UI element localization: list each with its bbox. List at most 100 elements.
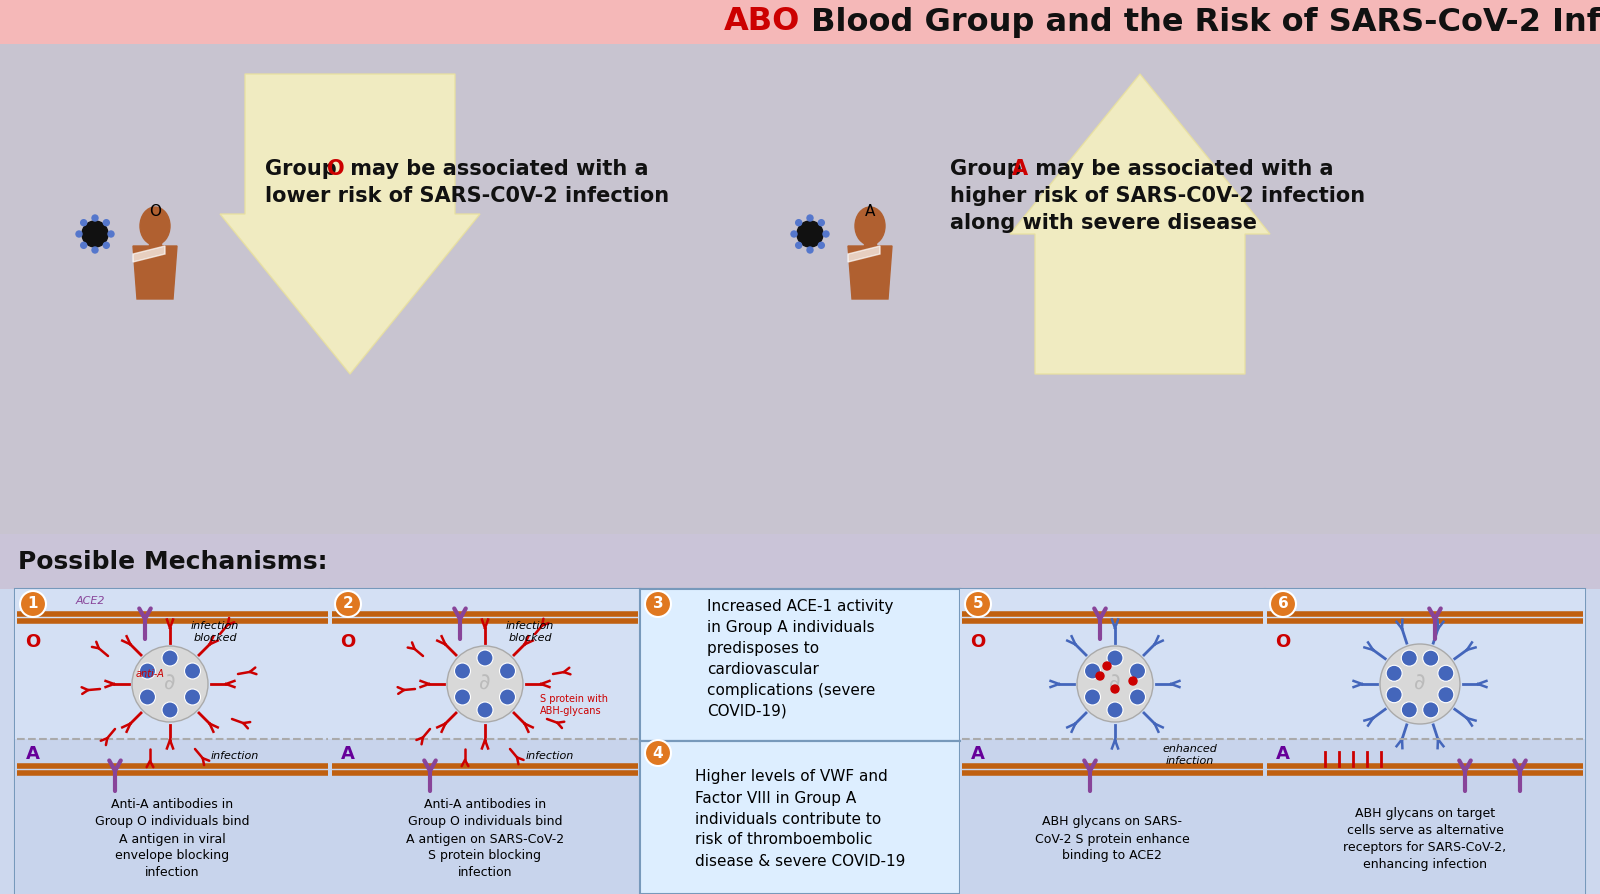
Text: blocked: blocked	[509, 633, 552, 643]
Text: ∂: ∂	[480, 674, 491, 694]
Circle shape	[1402, 650, 1418, 666]
Circle shape	[795, 242, 802, 249]
Text: ABH glycans on target
cells serve as alternative
receptors for SARS-CoV-2,
enhan: ABH glycans on target cells serve as alt…	[1344, 807, 1507, 871]
Text: 2: 2	[342, 596, 354, 611]
Text: ABH-glycans: ABH-glycans	[541, 706, 602, 716]
Circle shape	[334, 591, 362, 617]
Circle shape	[499, 663, 515, 679]
Text: Blood Group and the Risk of SARS-CoV-2 Infection and Disease Severity: Blood Group and the Risk of SARS-CoV-2 I…	[800, 6, 1600, 38]
Circle shape	[104, 220, 109, 225]
Bar	[14, 589, 330, 894]
Bar	[14, 589, 330, 739]
Bar	[0, 44, 1600, 589]
Text: A: A	[341, 745, 355, 763]
Circle shape	[1077, 646, 1154, 722]
Circle shape	[162, 702, 178, 718]
Circle shape	[1102, 662, 1110, 670]
Bar	[14, 739, 330, 894]
Circle shape	[1085, 689, 1101, 705]
Circle shape	[162, 650, 178, 666]
Circle shape	[965, 591, 990, 617]
Bar	[640, 589, 960, 894]
Circle shape	[1107, 702, 1123, 718]
Circle shape	[790, 231, 797, 237]
Bar	[640, 589, 960, 741]
Circle shape	[1085, 663, 1101, 679]
Text: 4: 4	[653, 746, 664, 761]
Circle shape	[184, 663, 200, 679]
Circle shape	[82, 221, 109, 247]
Text: infection: infection	[506, 621, 554, 631]
Text: 1: 1	[27, 596, 38, 611]
Text: 5: 5	[973, 596, 984, 611]
Text: ∂: ∂	[165, 674, 176, 694]
Bar	[330, 739, 640, 894]
Bar	[149, 226, 162, 246]
Text: blocked: blocked	[194, 633, 237, 643]
Text: A: A	[1277, 745, 1290, 763]
Polygon shape	[848, 246, 893, 299]
Circle shape	[822, 231, 829, 237]
Text: infection: infection	[211, 751, 259, 761]
Text: ACE2: ACE2	[75, 596, 104, 606]
Circle shape	[1107, 650, 1123, 666]
Text: O: O	[26, 633, 40, 651]
Text: along with severe disease: along with severe disease	[950, 213, 1258, 233]
Bar	[1266, 589, 1586, 894]
Circle shape	[104, 242, 109, 249]
Polygon shape	[848, 246, 880, 262]
Polygon shape	[133, 246, 178, 299]
Circle shape	[645, 591, 670, 617]
Text: A: A	[1013, 159, 1029, 179]
Circle shape	[1386, 687, 1402, 703]
Circle shape	[806, 215, 813, 221]
Circle shape	[1110, 685, 1118, 693]
Ellipse shape	[854, 207, 885, 245]
Circle shape	[454, 689, 470, 705]
Text: O: O	[326, 159, 344, 179]
Polygon shape	[133, 246, 165, 262]
Text: A: A	[866, 205, 875, 220]
Circle shape	[77, 231, 82, 237]
Bar	[864, 226, 877, 246]
Text: ∂: ∂	[1109, 674, 1120, 694]
Circle shape	[1438, 687, 1454, 703]
Text: Increased ACE-1 activity
in Group A individuals
predisposes to
cardiovascular
co: Increased ACE-1 activity in Group A indi…	[707, 599, 893, 719]
Ellipse shape	[141, 207, 170, 245]
Text: infection: infection	[526, 751, 574, 761]
Text: anti-A: anti-A	[136, 669, 165, 679]
Text: ABO: ABO	[723, 6, 800, 38]
Text: O: O	[970, 633, 986, 651]
Circle shape	[139, 663, 155, 679]
Text: enhanced: enhanced	[1163, 744, 1218, 754]
Circle shape	[19, 591, 46, 617]
Text: may be associated with a: may be associated with a	[1027, 159, 1333, 179]
Bar	[0, 534, 1600, 589]
Circle shape	[1096, 672, 1104, 680]
Circle shape	[131, 646, 208, 722]
Circle shape	[80, 242, 86, 249]
Bar	[330, 589, 640, 739]
Circle shape	[499, 689, 515, 705]
Text: O: O	[149, 205, 162, 220]
Circle shape	[184, 689, 200, 705]
Circle shape	[818, 220, 824, 225]
Circle shape	[454, 663, 470, 679]
Text: Anti-A antibodies in
Group O individuals bind
A antigen on SARS-CoV-2
S protein : Anti-A antibodies in Group O individuals…	[406, 798, 565, 880]
Text: A: A	[971, 745, 986, 763]
Text: ∂: ∂	[1414, 674, 1426, 694]
Text: Anti-A antibodies in
Group O individuals bind
A antigen in viral
envelope blocki: Anti-A antibodies in Group O individuals…	[94, 798, 250, 880]
Bar	[640, 741, 960, 894]
Circle shape	[477, 650, 493, 666]
Text: 6: 6	[1278, 596, 1288, 611]
Text: S protein with: S protein with	[541, 694, 608, 704]
Text: O: O	[341, 633, 355, 651]
Text: higher risk of SARS-C0V-2 infection: higher risk of SARS-C0V-2 infection	[950, 186, 1365, 206]
Circle shape	[93, 215, 98, 221]
Bar	[0, 589, 1600, 894]
Bar	[960, 739, 1266, 894]
Circle shape	[1438, 665, 1454, 681]
Bar	[1266, 589, 1586, 739]
Circle shape	[446, 646, 523, 722]
Circle shape	[1402, 702, 1418, 718]
